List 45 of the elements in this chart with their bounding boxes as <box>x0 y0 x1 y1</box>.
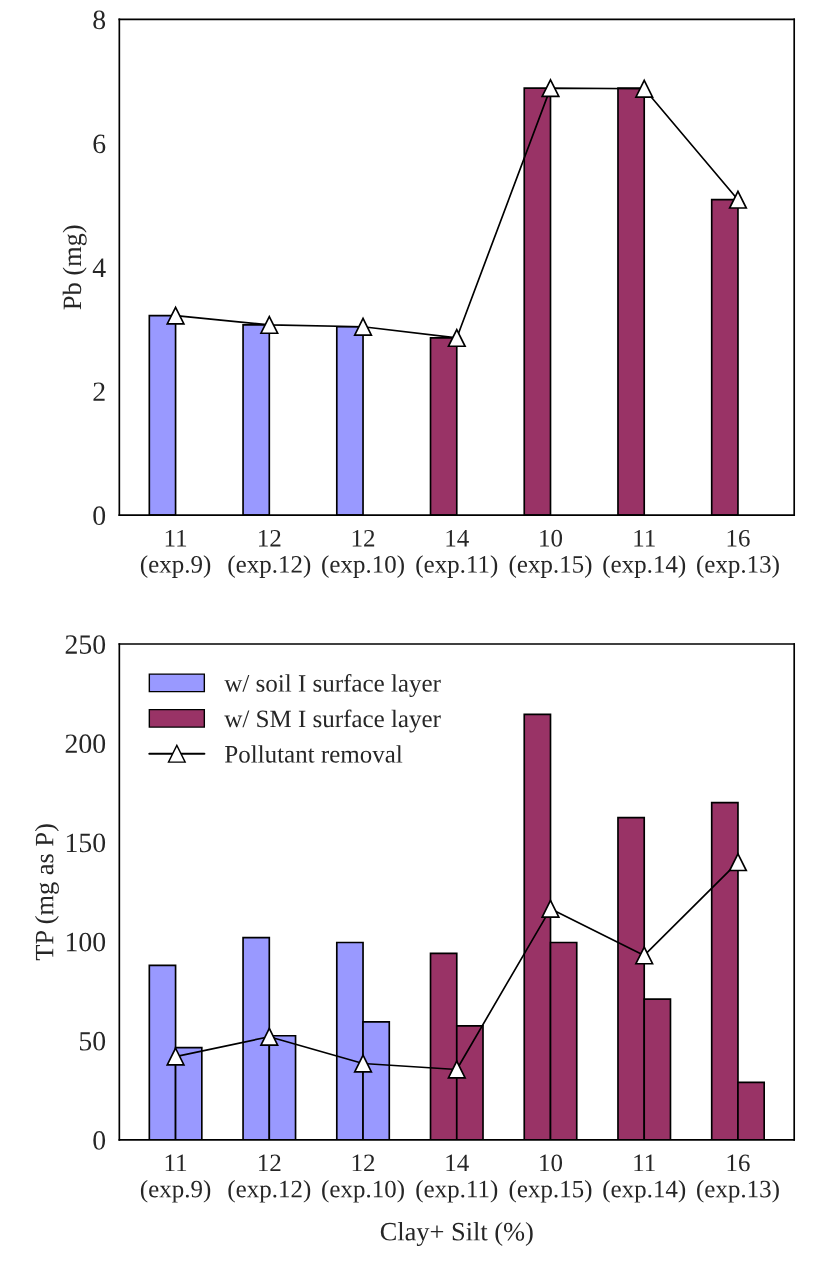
x-tick-label: 12 (exp.10) <box>322 1154 404 1203</box>
x-axis-title: Clay+ Silt (%) <box>380 1222 533 1247</box>
y-tick-label: 6 <box>93 134 106 154</box>
y-tick-label: 100 <box>66 932 106 952</box>
point <box>728 190 748 209</box>
x-tick-label: 11 (exp.14) <box>603 1154 686 1203</box>
point <box>166 306 185 325</box>
y-axis-title: TP (mg as P) <box>34 824 59 961</box>
point <box>541 78 560 98</box>
y-tick-label: 150 <box>66 833 106 853</box>
point <box>447 328 466 348</box>
legend-label: w/ SM I surface layer <box>224 709 441 733</box>
point <box>260 315 279 335</box>
y-tick-label: 0 <box>93 1131 106 1150</box>
x-tick-label: 11 (exp.9) <box>140 529 211 578</box>
y-tick-label: 200 <box>65 734 106 754</box>
y-tick-label: 250 <box>65 635 106 654</box>
y-tick-label: 8 <box>93 10 106 30</box>
y-tick-label: 0 <box>93 506 106 526</box>
point <box>541 899 560 918</box>
x-tick-label: 16 (exp.13) <box>697 529 779 578</box>
y-axis-title: Pb (mg) <box>62 225 87 310</box>
y-tick-label: 4 <box>92 258 106 277</box>
legend-label: Pollutant removal <box>225 745 403 763</box>
point <box>166 1047 185 1066</box>
point <box>728 853 748 872</box>
x-tick-label: 14 (exp.11) <box>416 529 498 578</box>
x-tick-label: 10 (exp.15) <box>509 1154 592 1203</box>
x-tick-label: 14 (exp.11) <box>416 1154 498 1203</box>
x-tick-label: 12 (exp.12) <box>228 529 311 578</box>
y-tick-label: 2 <box>93 382 105 401</box>
x-tick-label: 10 (exp.15) <box>509 529 592 578</box>
x-tick-label: 11 (exp.9) <box>140 1154 211 1203</box>
x-tick-label: 12 (exp.12) <box>228 1154 311 1203</box>
x-tick-label: 16 (exp.13) <box>697 1154 779 1203</box>
point <box>353 317 373 336</box>
x-tick-label: 11 (exp.14) <box>603 529 686 578</box>
point <box>260 1027 279 1046</box>
point <box>635 946 654 965</box>
legend-label: w/ soil I surface layer <box>224 674 441 697</box>
y-tick-label: 50 <box>79 1031 106 1051</box>
x-tick-label: 12 (exp.10) <box>322 529 404 578</box>
point <box>635 79 654 98</box>
point <box>447 1060 466 1079</box>
point <box>353 1054 373 1073</box>
